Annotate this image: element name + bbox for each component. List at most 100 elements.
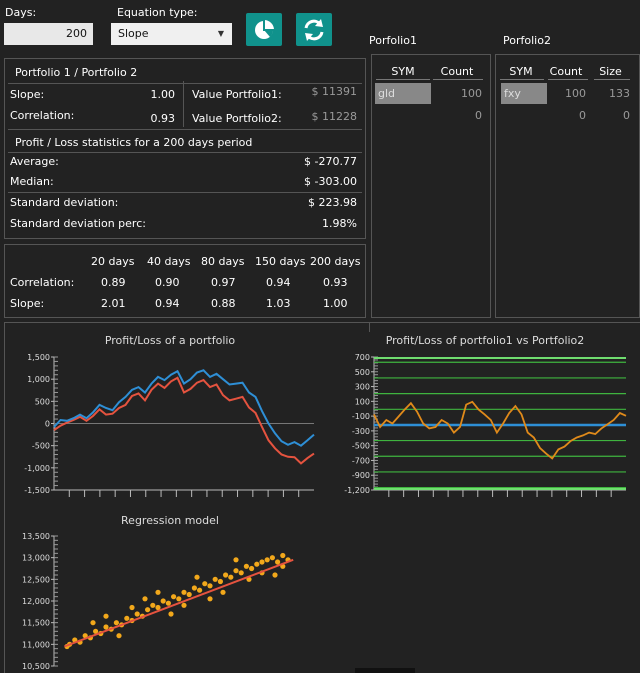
p2-count-cell[interactable]: 0 [579,109,586,122]
series-line [373,400,627,460]
y-tick-label: 1,500 [27,353,50,362]
scatter-point [145,607,151,613]
scatter-point [171,594,177,600]
scatter-point [191,585,197,591]
scatter-point [269,555,275,561]
p1-sym-cell[interactable]: gld [375,83,431,104]
divider [8,192,362,193]
chart-button[interactable] [246,13,282,46]
p2-size-cell[interactable]: 133 [609,87,630,100]
p2-sym-cell[interactable]: fxy [501,83,547,104]
p2-size-cell[interactable]: 0 [623,109,630,122]
scatter-point [181,602,187,608]
scatter-point [272,572,278,578]
regression-line [64,558,294,648]
slope-40: 0.94 [155,297,180,310]
horizontal-scrollbar[interactable] [355,668,415,673]
y-tick-label: 13,000 [22,554,50,563]
y-tick-label: 500 [35,397,50,406]
scatter-point [103,613,109,619]
std-label: Standard deviation: [10,196,119,209]
equation-type-select[interactable]: Slope ▼ [111,23,232,45]
p1-count-cell[interactable]: 100 [461,87,482,100]
scatter-point [207,583,213,589]
scatter-point [113,620,119,626]
scatter-point [155,604,161,611]
y-tick-label: 300 [355,383,370,392]
chart-area [4,322,640,673]
scatter-point [116,633,122,639]
scatter-point [212,576,218,582]
p1-header-sym[interactable]: SYM [391,65,415,78]
col-header-80: 80 days [201,255,245,268]
scatter-point [249,565,255,572]
median-value: $ -303.00 [304,175,357,188]
header-underline [548,79,588,80]
correlation-20: 0.89 [101,276,126,289]
scatter-point [186,591,192,598]
scatter-point [124,615,130,621]
scatter-point [217,578,223,585]
scatter-point [280,552,286,559]
series-line [53,369,315,447]
value-portfolio2-label: Value Portfolio2: [192,112,282,125]
days-input[interactable]: 200 [4,23,93,45]
median-label: Median: [10,175,54,188]
chart2-title: Profit/Loss of portfolio1 vs Portfolio2 [385,334,585,347]
p1-count-cell[interactable]: 0 [475,109,482,122]
y-tick-label: 13,500 [22,532,50,541]
scatter-point [150,602,156,608]
divider [8,152,362,153]
header-underline [594,79,630,80]
p2-header-size[interactable]: Size [599,65,622,78]
period-correlation-label: Correlation: [10,276,75,289]
correlation-150: 0.94 [266,276,291,289]
chart1-title: Profit/Loss of a portfolio [104,334,236,347]
std-perc-label: Standard deviation perc: [10,217,146,230]
portfolio2-grid[interactable]: SYM Count Size fxy 100 133 0 0 [495,54,640,318]
scatter-point [134,611,140,617]
portfolio1-grid[interactable]: SYM Count gld 100 0 [371,54,491,318]
y-tick-label: 1,000 [27,375,50,384]
correlation-80: 0.97 [211,276,236,289]
p1-header-count[interactable]: Count [440,65,474,78]
p2-header-sym[interactable]: SYM [509,65,533,78]
scatter-point [238,570,244,576]
col-header-200: 200 days [310,255,361,268]
y-tick-label: -900 [352,471,370,480]
equation-type-label: Equation type: [117,6,198,19]
y-tick-label: -300 [352,427,370,436]
pl-title: Profit / Loss statistics for a 200 days … [15,136,253,149]
equation-type-value: Slope [118,27,149,40]
y-tick-label: 12,500 [22,575,50,584]
col-header-150: 150 days [255,255,306,268]
correlation-value: 0.93 [150,112,176,125]
correlation-40: 0.90 [155,276,180,289]
std-perc-value: 1.98% [322,217,357,230]
period-table: 20 days 40 days 80 days 150 days 200 day… [4,244,366,318]
pie-chart-icon [255,17,277,39]
average-value: $ -270.77 [304,155,357,168]
chart2: 700 500 300 100 -100 -300 -500 -700 -900 -1,200 [344,353,627,497]
scatter-point [275,559,281,565]
scatter-point [93,628,99,634]
slope-20: 2.01 [101,297,126,310]
y-tick-label: -500 [352,442,370,451]
scatter-point [129,604,135,611]
scatter-point [220,589,226,595]
slope-200: 1.00 [323,297,348,310]
y-tick-label: -1,200 [344,486,370,495]
y-tick-label: 11,000 [22,640,50,649]
chart-divider [369,322,370,332]
divider [183,81,184,127]
slope-value: 1.00 [150,88,176,101]
p2-header-count[interactable]: Count [549,65,583,78]
refresh-button[interactable] [296,13,332,46]
p2-count-cell[interactable]: 100 [565,87,586,100]
scatter-point [254,561,260,567]
scatter-point [160,598,166,604]
scatter-point [168,611,174,617]
scatter-point [194,574,200,580]
value-portfolio1-label: Value Portfolio1: [192,88,282,101]
scatter-point [165,600,171,606]
